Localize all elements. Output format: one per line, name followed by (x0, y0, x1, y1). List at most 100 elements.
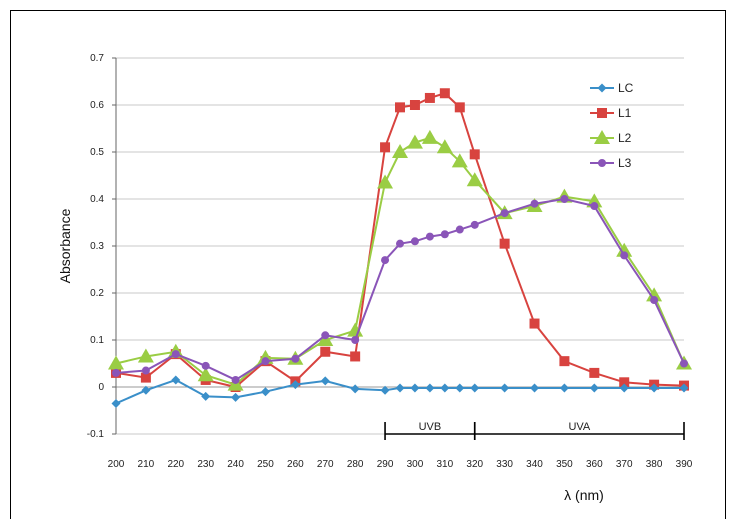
data-point (586, 193, 603, 208)
data-point (470, 383, 480, 393)
data-point (140, 372, 151, 383)
legend-label: L2 (618, 131, 632, 145)
data-point (111, 398, 121, 408)
data-point (171, 375, 181, 385)
data-point (395, 383, 405, 393)
data-point (231, 375, 240, 384)
y-tick-label: 0.5 (90, 147, 104, 158)
x-tick-label: 230 (197, 459, 214, 470)
x-tick-label: 280 (347, 459, 364, 470)
data-point (679, 383, 689, 393)
data-point (380, 142, 391, 153)
data-point (137, 348, 154, 363)
y-tick-label: 0.3 (90, 241, 104, 252)
data-point (291, 354, 300, 363)
data-point (559, 383, 569, 393)
data-point (381, 256, 390, 265)
data-point (112, 368, 120, 377)
data-point (680, 359, 688, 368)
x-tick-label: 310 (436, 459, 453, 470)
data-point (350, 384, 360, 394)
data-point (440, 383, 450, 393)
data-point (424, 92, 435, 103)
y-axis-title: Absorbance (57, 208, 73, 283)
data-point (500, 383, 510, 393)
data-point (377, 174, 394, 189)
data-point (409, 100, 420, 110)
data-point (470, 220, 479, 229)
data-point (320, 376, 330, 386)
data-point (421, 129, 438, 144)
data-point (141, 366, 150, 375)
data-point (590, 202, 599, 211)
data-point (380, 385, 390, 395)
data-point (201, 361, 210, 370)
x-tick-label: 390 (676, 459, 693, 470)
data-point (290, 380, 300, 390)
data-point (260, 387, 270, 397)
data-point (231, 392, 241, 402)
legend-label: L3 (618, 156, 632, 170)
data-point (649, 383, 659, 393)
x-tick-label: 300 (407, 459, 424, 470)
data-point (589, 383, 599, 393)
y-tick-label: -0.1 (87, 429, 105, 440)
data-point (560, 195, 569, 203)
data-point (108, 355, 124, 370)
x-tick-label: 210 (138, 459, 155, 470)
data-point (530, 199, 539, 208)
data-point (619, 383, 629, 393)
data-point (455, 383, 465, 393)
data-point (499, 238, 510, 249)
data-point (197, 367, 214, 382)
x-tick-label: 350 (556, 459, 573, 470)
data-point (646, 287, 663, 302)
chart-frame (10, 10, 726, 519)
series-line-l3 (115, 197, 685, 382)
data-point (650, 296, 659, 305)
data-point (529, 318, 540, 329)
data-point (201, 391, 211, 401)
band-label: UVB (419, 421, 442, 433)
x-tick-label: 290 (377, 459, 394, 470)
data-point (439, 88, 450, 99)
data-point (559, 356, 570, 367)
legend-label: LC (618, 81, 634, 95)
x-axis-title: λ (nm) (564, 487, 604, 503)
data-point (455, 225, 464, 234)
data-point (320, 346, 331, 357)
data-point (469, 149, 480, 160)
data-point (616, 242, 633, 257)
data-point (141, 385, 151, 395)
x-tick-label: 260 (287, 459, 304, 470)
data-point (171, 350, 180, 359)
x-tick-label: 330 (496, 459, 513, 470)
legend-label: L1 (618, 106, 632, 120)
legend-marker (597, 108, 607, 118)
data-point (347, 322, 364, 337)
series-line-l2 (115, 136, 685, 386)
data-point (406, 134, 423, 149)
x-tick-label: 360 (586, 459, 603, 470)
data-point (261, 357, 270, 366)
data-point (350, 351, 361, 362)
x-tick-label: 370 (616, 459, 633, 470)
data-point (351, 336, 360, 344)
y-tick-label: 0.1 (90, 335, 104, 346)
x-tick-label: 380 (646, 459, 663, 470)
data-point (321, 331, 330, 340)
data-point (395, 102, 405, 113)
x-tick-label: 250 (257, 459, 274, 470)
data-point (425, 232, 434, 241)
band-label: UVA (568, 421, 590, 433)
x-tick-label: 270 (317, 459, 334, 470)
data-point (436, 139, 453, 154)
y-tick-label: 0.6 (90, 100, 104, 111)
legend-marker (597, 83, 607, 93)
x-tick-label: 240 (227, 459, 244, 470)
data-point (466, 172, 483, 187)
data-point (392, 144, 408, 158)
data-point (425, 383, 435, 393)
y-tick-label: 0 (98, 382, 104, 393)
